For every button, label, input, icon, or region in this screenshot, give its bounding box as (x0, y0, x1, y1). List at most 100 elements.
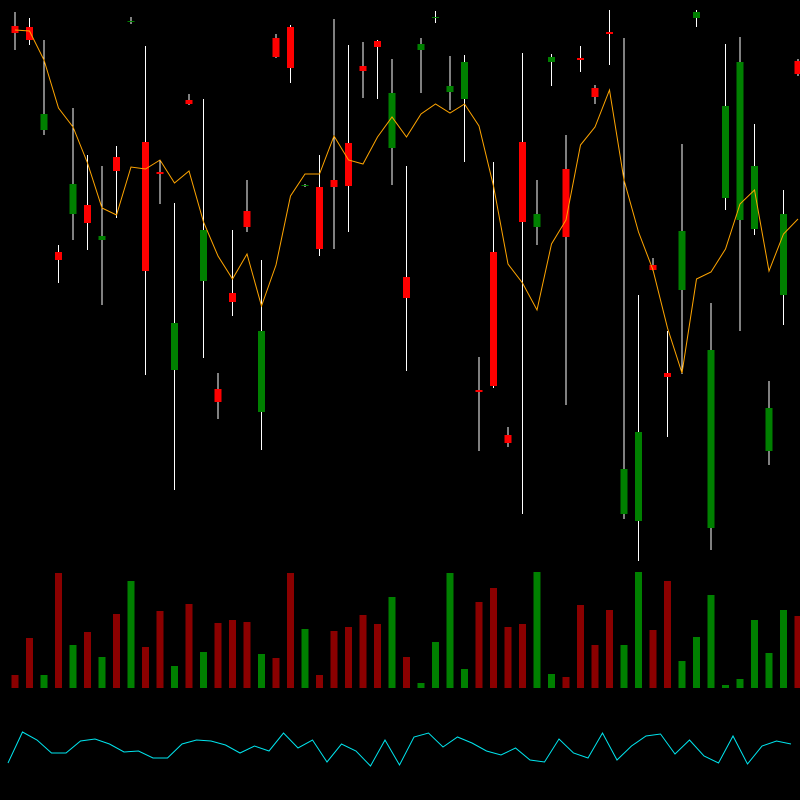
candle-body (794, 61, 800, 74)
volume-bar (432, 642, 439, 688)
volume-bar (156, 611, 164, 688)
candle-body (751, 166, 758, 229)
candle-body (736, 62, 744, 220)
volume-bar (765, 653, 773, 688)
candle-body (606, 32, 613, 34)
volume-bar (490, 588, 497, 688)
volume-bar (127, 581, 135, 688)
candle-body (156, 172, 164, 174)
volume-bar (185, 604, 193, 688)
candle-body (780, 214, 787, 295)
candle-body (142, 142, 149, 271)
candle-body (707, 350, 715, 528)
candle-body (446, 86, 454, 92)
volume-bar (475, 602, 483, 688)
volume-bar (403, 657, 410, 688)
volume-bar (214, 623, 222, 688)
candle-body (548, 57, 555, 62)
volume-bar (722, 685, 729, 688)
volume-bar (678, 661, 686, 688)
candle-body (374, 41, 381, 47)
volume-bar (707, 595, 715, 688)
candle-body (55, 252, 62, 260)
volume-bar (504, 627, 512, 688)
volume-bar (693, 637, 700, 688)
candle-body (403, 277, 410, 298)
candle-body (98, 236, 106, 240)
candle-body (185, 100, 193, 104)
volume-bar (606, 610, 613, 688)
candle-body (301, 185, 309, 186)
candle-body (562, 169, 570, 237)
candle-body (519, 142, 526, 222)
candle-body (69, 184, 77, 214)
volume-bar (142, 647, 149, 688)
candle-body (359, 66, 367, 71)
candle-body (84, 205, 91, 223)
candle-body (504, 435, 512, 443)
candle-body (461, 62, 468, 99)
volume-bar (374, 624, 381, 688)
volume-bar (301, 629, 309, 688)
candle-body (388, 93, 396, 148)
volume-bar (562, 677, 570, 688)
candle-body (664, 373, 671, 377)
volume-bar (417, 683, 425, 688)
candle-body (345, 143, 352, 186)
volume-bar (11, 675, 19, 688)
volume-bar (751, 620, 758, 688)
candle-body (620, 469, 628, 514)
candle-body (490, 252, 497, 386)
candle-body (316, 187, 323, 249)
candle-body (577, 58, 584, 60)
volume-bar (40, 675, 48, 688)
volume-bar (84, 632, 91, 688)
ma-line (14, 29, 799, 374)
candle-body (40, 114, 48, 130)
volume-bar (591, 645, 599, 688)
candle-body (475, 390, 483, 392)
volume-bar (200, 652, 207, 688)
volume-bar (272, 658, 280, 688)
candle-body (649, 265, 657, 270)
candle-body (287, 27, 294, 68)
candle-body (635, 432, 642, 521)
volume-bar (316, 675, 323, 688)
candle-body (200, 230, 207, 281)
volume-bar (736, 679, 744, 688)
candle-body (272, 38, 280, 57)
volume-bar (635, 572, 642, 688)
volume-bar (664, 581, 671, 688)
volume-bar (287, 573, 294, 688)
volume-bar (620, 645, 628, 688)
volume-bar (171, 666, 178, 688)
candle-body (113, 157, 120, 171)
volume-bar (243, 622, 251, 688)
volume-bar (55, 573, 62, 688)
volume-bar (26, 638, 33, 688)
volume-bar (388, 597, 396, 688)
candle-body (11, 26, 19, 33)
candle-body (171, 323, 178, 370)
indicator-line (7, 731, 792, 767)
volume-bar (113, 614, 120, 688)
volume-bar (519, 624, 526, 688)
candle-body (693, 12, 700, 18)
candle-body (214, 389, 222, 402)
candle-body (765, 408, 773, 451)
volume-bar (649, 630, 657, 688)
volume-bar (359, 615, 367, 688)
candle-body (127, 21, 135, 22)
volume-bar (577, 605, 584, 688)
volume-bar (533, 572, 541, 688)
volume-bar (69, 645, 77, 688)
candle-body (432, 17, 439, 18)
candle-body (533, 214, 541, 227)
volume-bar (548, 674, 555, 688)
candle-body (258, 331, 265, 412)
candle-body (243, 211, 251, 227)
volume-bar (258, 654, 265, 688)
volume-bar (229, 620, 236, 688)
volume-bar (794, 616, 800, 688)
